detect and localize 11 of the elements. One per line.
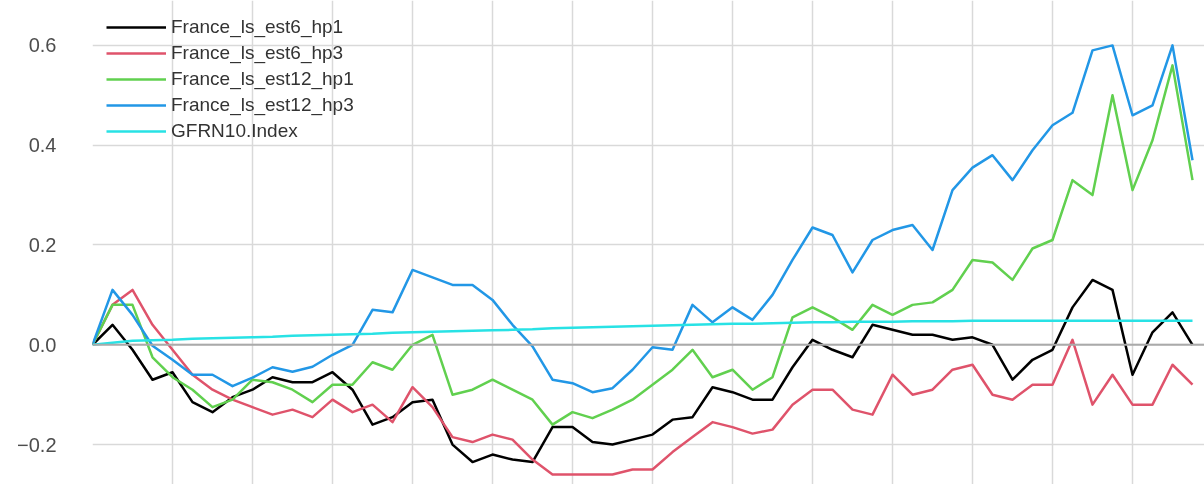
legend-label: France_ls_est12_hp3	[171, 93, 354, 118]
y-tick-label: 0.0	[28, 333, 57, 356]
legend-label: France_ls_est12_hp1	[171, 67, 354, 92]
legend-label: France_ls_est6_hp3	[171, 41, 344, 66]
y-tick-label: 0.4	[28, 134, 57, 157]
y-tick-label: 0.6	[28, 34, 57, 57]
y-tick-label: −0.2	[17, 433, 57, 456]
legend-label: France_ls_est6_hp1	[171, 15, 344, 40]
legend-label: GFRN10.Index	[171, 119, 298, 143]
y-tick-label: 0.2	[28, 233, 57, 256]
line-series	[92, 319, 1194, 347]
